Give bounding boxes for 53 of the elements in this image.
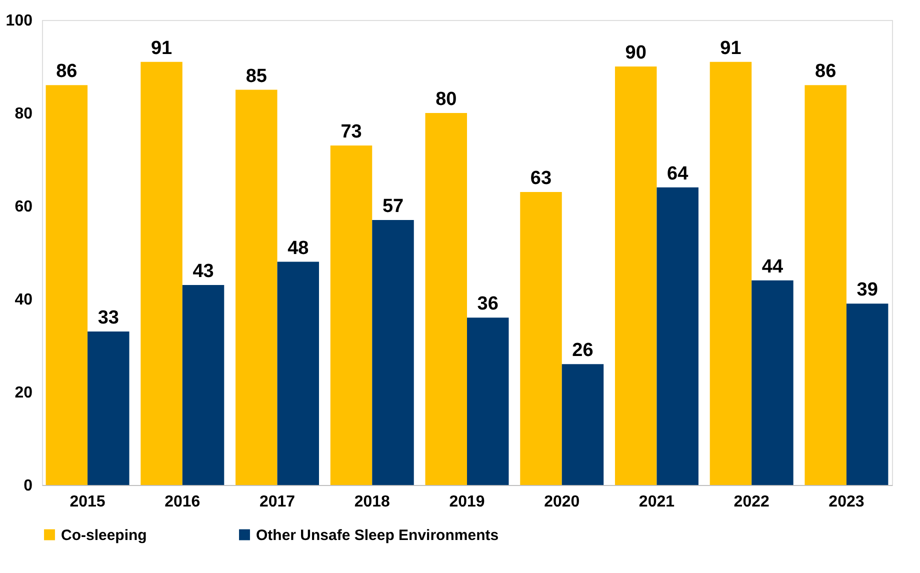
x-tick-label: 2017 [259,494,296,510]
data-label: 63 [530,168,552,190]
bar [804,85,846,485]
bar [467,318,509,485]
data-label: 91 [720,38,742,59]
bar [562,364,604,485]
bar [752,280,794,485]
bar [710,62,752,485]
data-label: 73 [340,122,362,143]
x-tick-label: 2015 [70,494,106,510]
data-label: 86 [56,61,78,82]
y-tick-label: 60 [14,198,33,216]
bar [425,113,467,485]
y-tick-label: 80 [14,106,33,122]
legend-label: Co-sleeping [61,526,147,544]
bar [277,262,320,485]
data-label: 90 [625,42,646,64]
data-label: 48 [288,238,309,259]
y-tick-label: 40 [14,292,33,308]
data-label: 44 [762,256,784,278]
data-label: 85 [246,66,268,87]
y-tick-label: 20 [14,384,33,402]
y-tick-label: 0 [24,478,33,494]
bar [46,85,88,485]
data-label: 39 [856,280,878,301]
bar [140,62,182,485]
bar [614,66,657,485]
data-label: 43 [192,261,214,282]
x-tick-label: 2021 [638,494,675,510]
data-label: 36 [477,294,498,315]
data-label: 86 [815,61,836,82]
x-tick-label: 2016 [164,494,200,510]
bar [236,90,278,485]
x-tick-label: 2023 [828,494,864,510]
data-label: 26 [572,340,594,362]
x-tick-label: 2020 [544,494,580,510]
bar [88,332,130,485]
bar [372,220,414,485]
bar [520,192,562,485]
data-label: 33 [98,308,119,329]
data-label: 57 [382,196,404,217]
data-label: 64 [667,163,689,184]
bar [846,304,888,485]
data-label: 80 [436,89,457,110]
bar [182,285,224,485]
x-tick-label: 2018 [354,494,390,510]
x-tick-label: 2022 [734,494,770,510]
data-label: 91 [150,38,173,59]
bar [656,187,698,485]
x-tick-label: 2019 [449,494,485,510]
y-tick-label: 100 [6,12,33,30]
legend-label: Other Unsafe Sleep Environments [256,526,499,544]
bar [330,146,372,485]
